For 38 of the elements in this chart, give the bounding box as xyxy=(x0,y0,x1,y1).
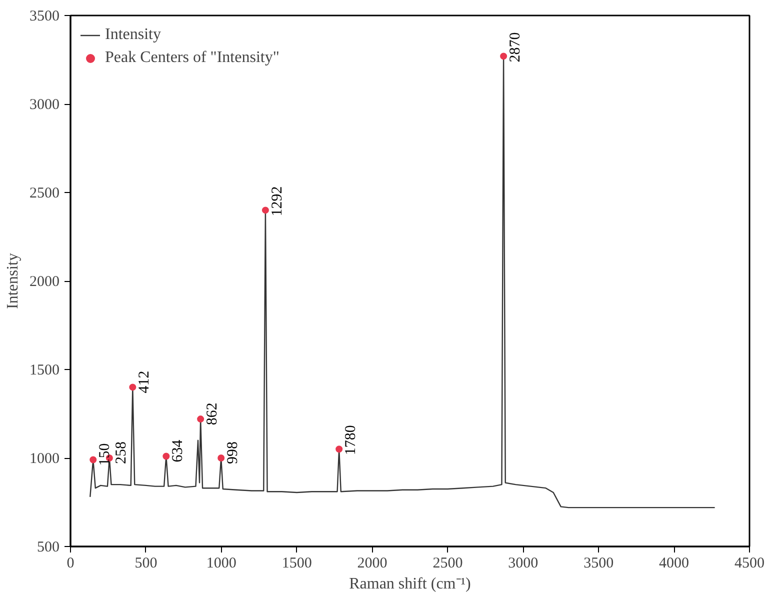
x-axis-title: Raman shift (cm⁻¹) xyxy=(349,576,471,592)
point xyxy=(197,416,204,423)
x-tick-label: 2500 xyxy=(432,556,463,572)
annotation: 862 xyxy=(204,402,221,426)
point xyxy=(500,52,508,60)
point xyxy=(162,452,170,460)
y-tick-label: 1500 xyxy=(30,362,60,378)
x-tick-label: 1500 xyxy=(282,556,312,572)
annotation: 258 xyxy=(113,442,130,464)
x-tick-label: 2000 xyxy=(357,556,388,572)
x-tick-label: 1000 xyxy=(206,556,236,572)
annotation: 150 xyxy=(97,443,114,466)
point xyxy=(129,384,136,391)
y-tick-label: 3000 xyxy=(30,97,60,113)
x-tick-label: 3500 xyxy=(584,556,614,572)
point xyxy=(90,456,97,464)
legend-label: Peak Centers of "Intensity" xyxy=(105,49,280,67)
annotation: 1292 xyxy=(269,186,286,216)
y-tick-label: 3500 xyxy=(30,8,60,24)
point xyxy=(218,454,225,462)
y-tick-label: 500 xyxy=(37,540,60,556)
point xyxy=(336,446,343,453)
annotation: 1780 xyxy=(343,425,360,456)
y-axis-title: Intensity xyxy=(4,252,22,309)
x-tick-label: 4000 xyxy=(659,556,690,572)
x-tick-label: 500 xyxy=(134,556,158,572)
annotation: 998 xyxy=(225,442,242,464)
x-tick-label: 4500 xyxy=(734,556,764,572)
legend-label: Intensity xyxy=(105,26,161,44)
point xyxy=(262,206,269,214)
y-tick-label: 1000 xyxy=(30,451,60,467)
x-tick-label: 3000 xyxy=(508,556,538,572)
annotation: 2870 xyxy=(508,32,524,62)
annotation: 412 xyxy=(136,370,153,394)
x-tick-label: 0 xyxy=(66,556,74,572)
annotation: 634 xyxy=(170,439,186,462)
y-tick-label: 2000 xyxy=(30,274,60,290)
y-tick-label: 2500 xyxy=(30,186,60,202)
